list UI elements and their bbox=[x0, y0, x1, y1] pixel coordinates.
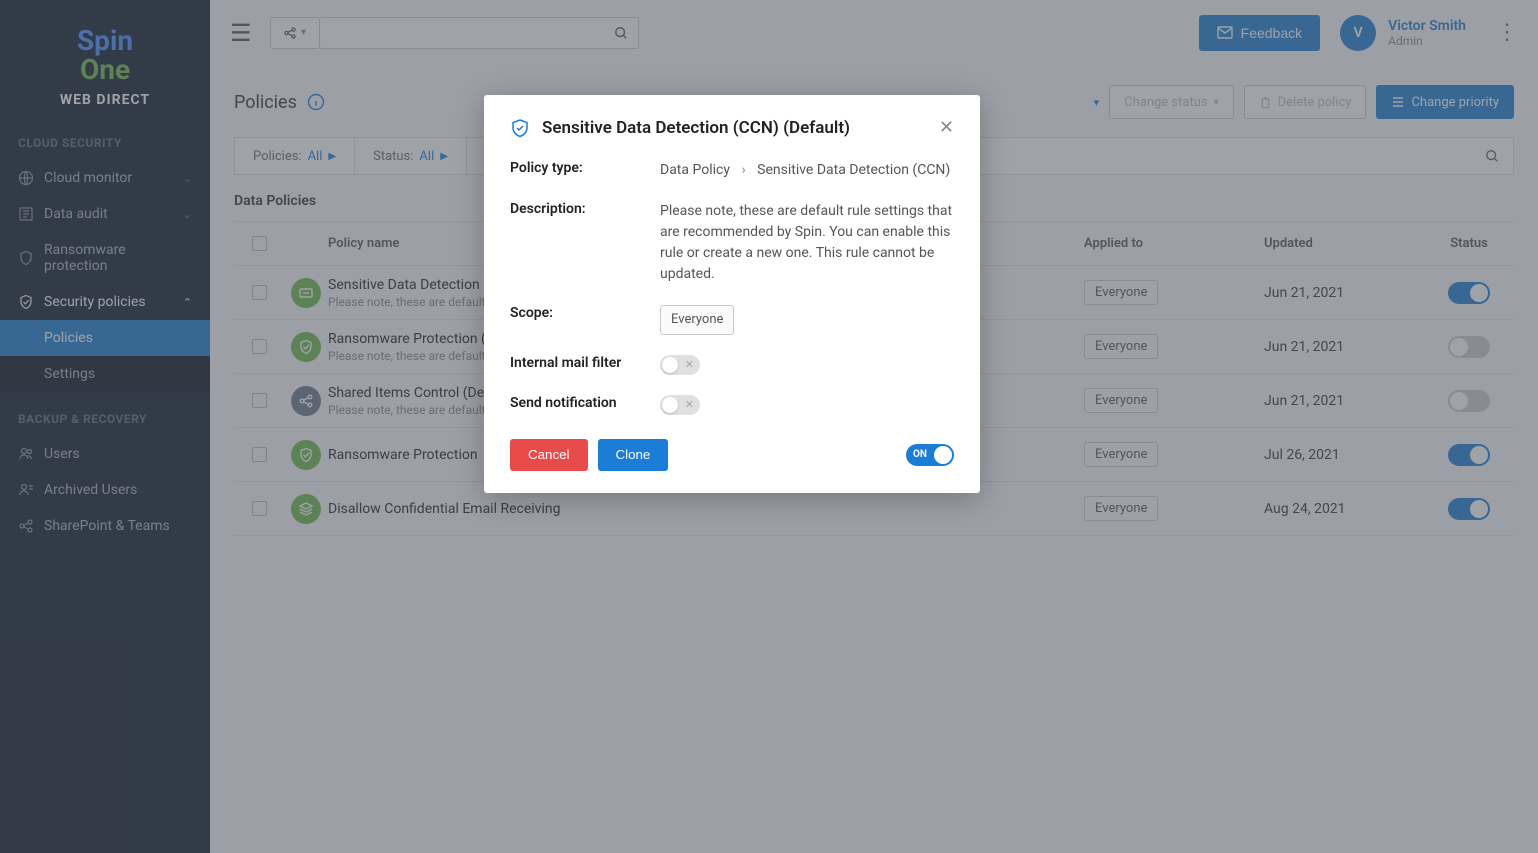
cancel-button[interactable]: Cancel bbox=[510, 439, 588, 471]
modal-label-description: Description: bbox=[510, 201, 660, 285]
shield-icon bbox=[510, 118, 530, 138]
mail-filter-toggle[interactable]: ✕ bbox=[660, 355, 700, 375]
modal-description-value: Please note, these are default rule sett… bbox=[660, 201, 954, 285]
policy-modal: Sensitive Data Detection (CCN) (Default)… bbox=[484, 95, 980, 493]
breadcrumb-parent: Data Policy bbox=[660, 162, 730, 178]
close-icon[interactable]: ✕ bbox=[939, 117, 954, 138]
breadcrumb-child: Sensitive Data Detection (CCN) bbox=[757, 162, 950, 178]
modal-breadcrumb: Data Policy › Sensitive Data Detection (… bbox=[660, 160, 954, 181]
chevron-right-icon: › bbox=[741, 162, 745, 178]
modal-label-mail-filter: Internal mail filter bbox=[510, 355, 660, 375]
scope-tag: Everyone bbox=[660, 305, 734, 335]
notification-toggle[interactable]: ✕ bbox=[660, 395, 700, 415]
modal-label-notification: Send notification bbox=[510, 395, 660, 415]
modal-title: Sensitive Data Detection (CCN) (Default) bbox=[542, 118, 939, 138]
modal-label-scope: Scope: bbox=[510, 305, 660, 335]
policy-on-toggle[interactable]: ON bbox=[906, 444, 954, 466]
on-toggle-label: ON bbox=[913, 449, 927, 460]
clone-button[interactable]: Clone bbox=[598, 439, 669, 471]
modal-label-policy-type: Policy type: bbox=[510, 160, 660, 181]
